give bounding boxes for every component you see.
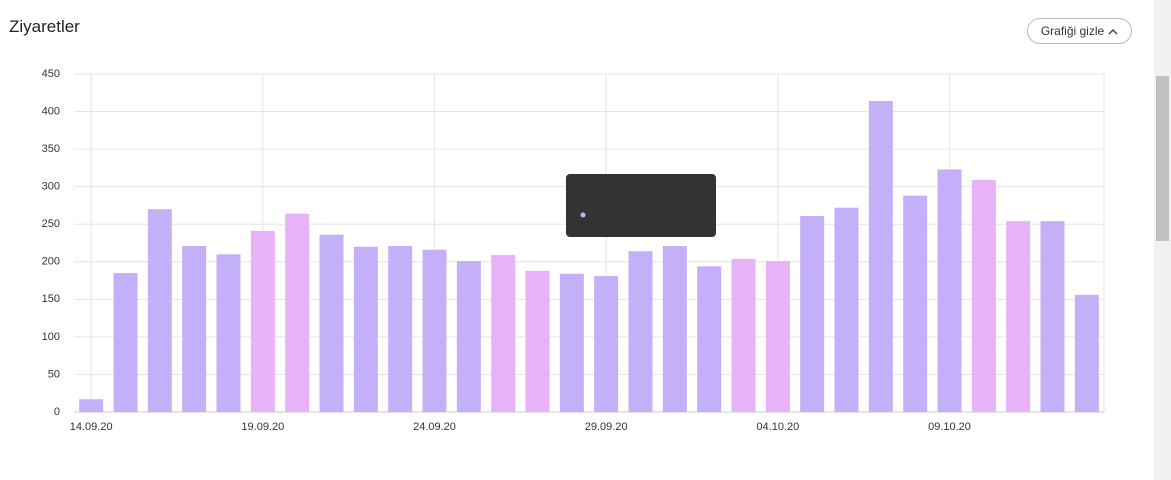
chevron-icon bbox=[1108, 28, 1118, 34]
bar bbox=[353, 246, 378, 412]
bar bbox=[1006, 221, 1031, 412]
bar bbox=[422, 249, 447, 412]
bar bbox=[1040, 221, 1065, 412]
x-tick-label: 09.10.20 bbox=[928, 421, 971, 433]
bar bbox=[559, 273, 584, 412]
y-tick-label: 350 bbox=[42, 143, 60, 155]
x-tick-label: 24.09.20 bbox=[413, 421, 456, 433]
tooltip-dot bbox=[580, 212, 586, 218]
scrollbar-thumb[interactable] bbox=[1156, 76, 1169, 241]
x-tick-label: 29.09.20 bbox=[585, 421, 628, 433]
bar bbox=[731, 258, 756, 412]
bar bbox=[662, 246, 687, 412]
scrollbar[interactable] bbox=[1154, 0, 1171, 480]
x-tick-label: 19.09.20 bbox=[241, 421, 284, 433]
y-tick-label: 300 bbox=[42, 181, 60, 193]
tooltip-value: 214 bbox=[681, 207, 701, 221]
bar bbox=[1074, 294, 1099, 412]
y-tick-label: 400 bbox=[42, 105, 60, 117]
y-tick-label: 450 bbox=[42, 68, 60, 80]
bar bbox=[765, 261, 790, 412]
bar bbox=[937, 169, 962, 412]
bar bbox=[868, 101, 893, 412]
bar bbox=[628, 251, 653, 412]
bar bbox=[834, 207, 859, 412]
tooltip-box bbox=[566, 174, 716, 237]
y-tick-label: 200 bbox=[42, 256, 60, 268]
bar bbox=[388, 246, 413, 412]
y-tick-label: 250 bbox=[42, 218, 60, 230]
x-tick-label: 04.10.20 bbox=[756, 421, 799, 433]
bar bbox=[525, 270, 550, 412]
bar bbox=[216, 254, 241, 412]
y-tick-label: 0 bbox=[54, 406, 60, 418]
bar bbox=[800, 215, 825, 412]
y-tick-label: 150 bbox=[42, 293, 60, 305]
button-label: Grafiği gizle bbox=[1040, 24, 1105, 38]
y-tick-label: 50 bbox=[48, 368, 60, 380]
bar bbox=[319, 234, 344, 412]
hide-chart-button[interactable]: Grafiği gizle bbox=[1027, 18, 1132, 44]
bar bbox=[113, 273, 138, 412]
bar bbox=[182, 246, 207, 412]
tooltip-title: 30.09.2020, Çarşamba bbox=[580, 186, 693, 198]
section-title: Ziyaretler bbox=[9, 17, 80, 36]
y-tick-label: 100 bbox=[42, 331, 60, 343]
bar bbox=[491, 255, 516, 412]
bar bbox=[903, 195, 928, 412]
bar bbox=[79, 399, 104, 412]
bar bbox=[697, 266, 722, 412]
bar bbox=[594, 276, 619, 412]
bar bbox=[147, 209, 172, 412]
bar bbox=[456, 261, 481, 412]
bar bbox=[250, 230, 275, 412]
bar bbox=[285, 213, 310, 412]
x-tick-label: 14.09.20 bbox=[70, 421, 113, 433]
tooltip-series: Ziyaretler bbox=[591, 207, 645, 221]
tooltip: 30.09.2020, Çarşamba Ziyaretler 214 bbox=[566, 174, 716, 237]
bar bbox=[971, 179, 996, 412]
